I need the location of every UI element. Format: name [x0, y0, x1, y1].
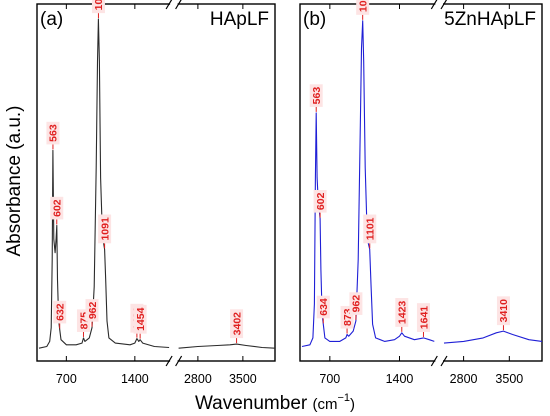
axis-break-gap-top: [435, 1, 443, 7]
peak-label-box: [133, 304, 147, 334]
x-axis-title: Wavenumber (cm−1): [195, 392, 355, 414]
x-tick-label: 1400: [121, 372, 149, 386]
peak-label: 1423: [397, 301, 409, 325]
sample-name: 5ZnHApLF: [444, 9, 536, 30]
peak-label-box: [98, 214, 112, 244]
x-tick-label: 2800: [184, 372, 212, 386]
spectrum-line-high: [443, 330, 543, 344]
peak-label: 962: [87, 302, 99, 320]
peak-label: 1091: [99, 217, 111, 241]
x-axis-title-unit-exp: −1: [338, 392, 351, 404]
peak-label-box: [416, 303, 430, 332]
peak-label-box: [349, 292, 363, 315]
peak-label-box: [309, 84, 323, 107]
axis-break-gap-bottom: [435, 358, 443, 364]
peak-label-box: [53, 300, 67, 324]
peak-label-box: [363, 214, 377, 244]
axis-break-gap-top: [170, 1, 178, 7]
peak-label-box: [395, 298, 409, 327]
peak-label-box: [316, 295, 330, 319]
peak-label-box: [46, 121, 60, 145]
x-axis-title-unit-close: ): [350, 396, 355, 413]
peak-label-box: [230, 309, 244, 339]
peak-label: 634: [318, 298, 330, 316]
axis-break-mark: [440, 0, 448, 10]
panel-tag: (b): [303, 9, 326, 30]
peak-label: 602: [52, 199, 64, 217]
x-tick-label: 2800: [450, 372, 478, 386]
peak-label: 962: [351, 295, 363, 313]
peak-label-box: [85, 299, 99, 322]
peak-label: 602: [315, 192, 327, 210]
peak-label-box: [50, 196, 64, 220]
peak-label-box: [496, 296, 510, 326]
spectrum-line-high: [178, 343, 276, 349]
axis-break-mark: [165, 0, 173, 10]
x-tick-label: 700: [319, 372, 340, 386]
peak-label: 3410: [498, 299, 510, 323]
plot-frame: [36, 3, 276, 362]
x-axis-title-main: Wavenumber: [195, 393, 313, 414]
peak-label: 1028: [93, 0, 105, 10]
panel-a-hapl: 7001400280035005636026328759621028109114…: [36, 0, 276, 386]
peak-label: 1641: [418, 306, 430, 330]
x-tick-label: 3500: [495, 372, 523, 386]
peak-label: 3402: [231, 312, 243, 336]
panel-b-5znhapl: 700 1400 2800 35005636026348739621030110114…: [299, 0, 543, 386]
axis-break-gap-bottom: [170, 358, 178, 364]
x-tick-label: 3500: [229, 372, 257, 386]
y-axis-title: Absorbance (a.u.): [4, 105, 25, 256]
axis-break-mark: [430, 0, 438, 10]
sample-name: HApLF: [210, 9, 269, 30]
panel-tag: (a): [40, 9, 63, 30]
peak-label: 632: [54, 303, 66, 321]
peak-label: 563: [311, 87, 323, 105]
plot-frame: [299, 3, 543, 362]
axis-break-mark: [175, 0, 182, 10]
peak-label-box: [356, 0, 370, 15]
axis-break-mark: [440, 355, 448, 367]
spectrum-line-low: [38, 18, 170, 349]
axis-break-mark: [175, 355, 183, 367]
x-tick-label: 700: [56, 372, 77, 386]
peak-label-box: [91, 0, 105, 14]
x-axis-title-unit-open: (cm: [313, 396, 338, 413]
peak-label: 1030: [357, 0, 369, 12]
peak-label: 1101: [365, 217, 377, 240]
peak-label: 1454: [135, 307, 147, 331]
x-tick-label: 1400: [386, 372, 414, 386]
axis-break-mark: [430, 355, 438, 367]
peak-label-box: [313, 190, 327, 213]
axis-break-mark: [165, 355, 173, 367]
peak-label: 563: [48, 124, 60, 142]
